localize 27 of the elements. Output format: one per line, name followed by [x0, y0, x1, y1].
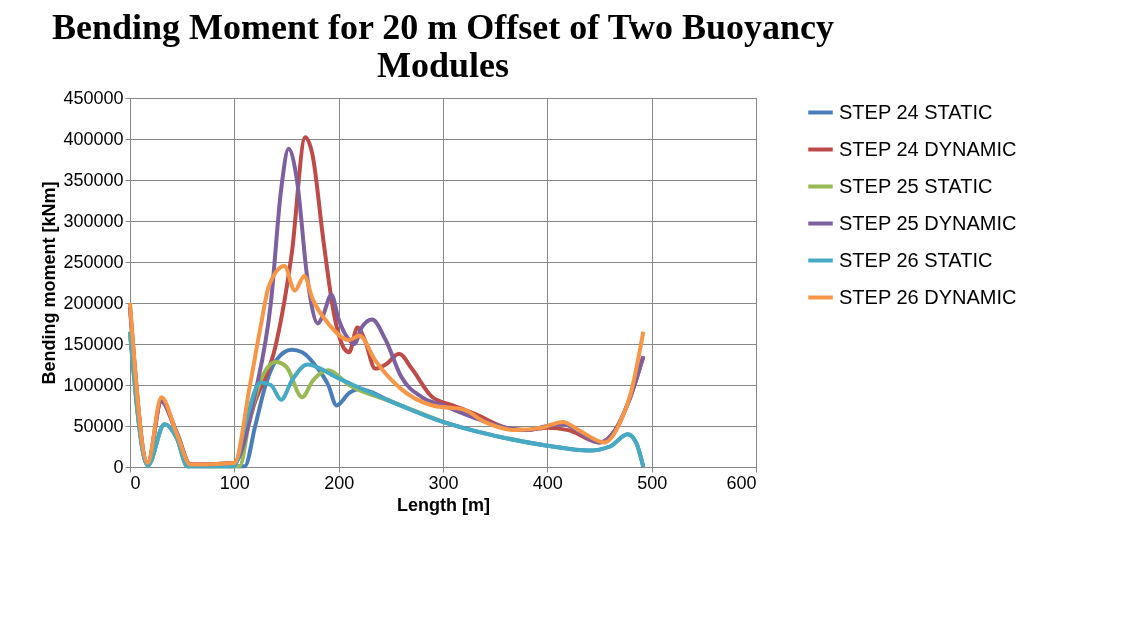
- x-tick-label: 0: [130, 472, 141, 493]
- y-tick-label: 250000: [63, 251, 124, 272]
- legend-label: STEP 25 STATIC: [839, 174, 993, 197]
- x-tick-label: 500: [637, 472, 668, 493]
- y-tick-label: 50000: [73, 415, 124, 436]
- legend-label: STEP 25 DYNAMIC: [839, 211, 1017, 234]
- x-tick-label: 400: [532, 472, 563, 493]
- y-axis-title: Bending moment [kNm]: [39, 181, 60, 385]
- legend-label: STEP 24 STATIC: [839, 100, 993, 123]
- line-series: [128, 264, 646, 467]
- x-tick-label: 300: [428, 472, 459, 493]
- x-axis-title: Length [m]: [397, 494, 490, 515]
- legend-label: STEP 24 DYNAMIC: [839, 137, 1017, 160]
- y-tick-label: 150000: [63, 333, 124, 354]
- chart-title: Bending Moment for 20 m Offset of Two Buoyancy Modules: [52, 7, 834, 85]
- y-tick-label: 400000: [63, 128, 124, 149]
- x-tick-label: 100: [219, 472, 250, 493]
- y-tick-label: 450000: [63, 87, 124, 108]
- x-tick-label: 600: [726, 472, 757, 493]
- y-tick-label: 350000: [63, 169, 124, 190]
- y-tick-label: 200000: [63, 292, 124, 313]
- x-tick-label: 200: [324, 472, 355, 493]
- y-tick-label: 100000: [63, 374, 124, 395]
- legend-label: STEP 26 STATIC: [839, 248, 993, 271]
- y-tick-label: 300000: [63, 210, 124, 231]
- y-tick-label: 0: [113, 456, 124, 477]
- legend-label: STEP 26 DYNAMIC: [839, 285, 1017, 308]
